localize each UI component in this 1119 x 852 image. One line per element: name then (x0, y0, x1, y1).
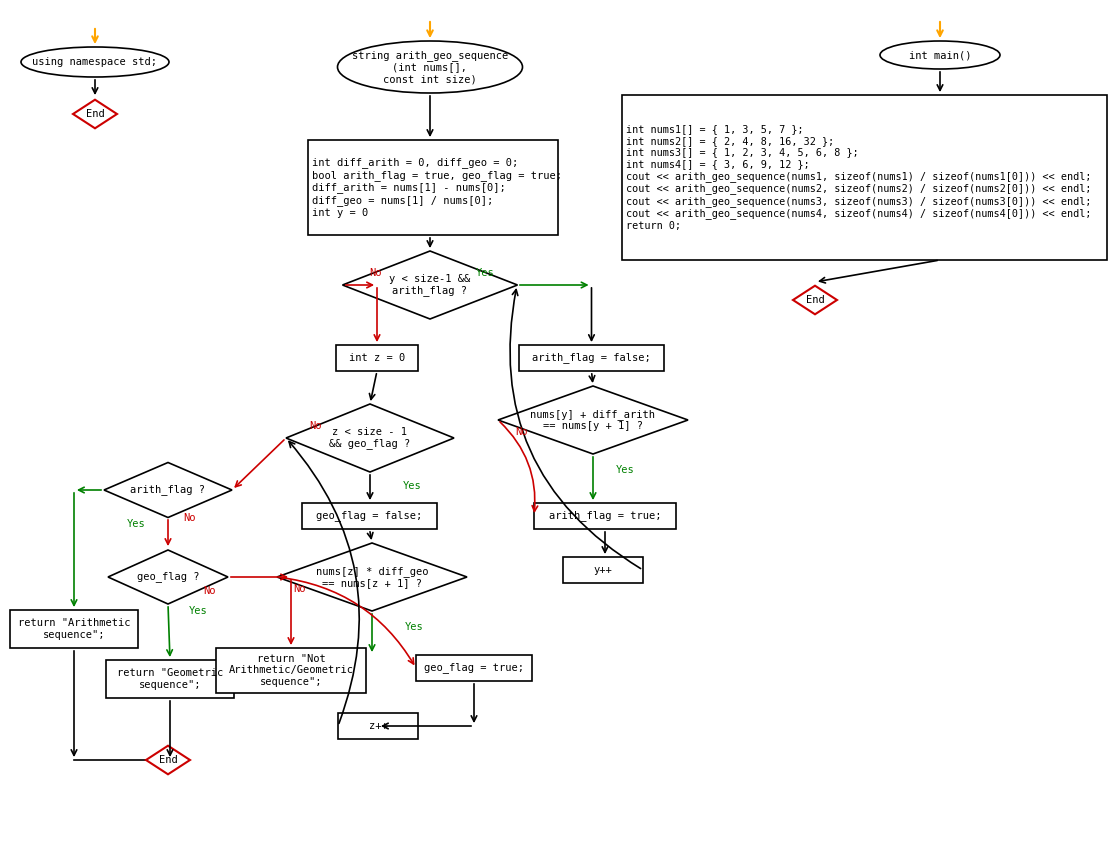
Text: geo_flag = false;: geo_flag = false; (317, 510, 423, 521)
Bar (106, 660, 234, 698)
Text: No: No (515, 427, 527, 437)
Polygon shape (109, 550, 228, 604)
Bar (338, 713, 419, 739)
Text: arith_flag = true;: arith_flag = true; (548, 510, 661, 521)
Text: nums[y] + diff_arith
== nums[y + 1] ?: nums[y] + diff_arith == nums[y + 1] ? (530, 409, 656, 431)
Text: geo_flag ?: geo_flag ? (137, 572, 199, 583)
Bar (416, 655, 532, 681)
Polygon shape (278, 543, 467, 611)
Text: y < size-1 &&
arith_flag ?: y < size-1 && arith_flag ? (389, 273, 471, 296)
Text: int diff_arith = 0, diff_geo = 0;
bool arith_flag = true, geo_flag = true;
diff_: int diff_arith = 0, diff_geo = 0; bool a… (312, 158, 562, 217)
Text: No: No (204, 586, 216, 596)
Bar (308, 140, 558, 235)
Ellipse shape (338, 41, 523, 93)
Text: return "Arithmetic
sequence";: return "Arithmetic sequence"; (18, 619, 130, 640)
Text: No: No (184, 513, 196, 523)
Text: End: End (86, 109, 104, 119)
Text: arith_flag = false;: arith_flag = false; (533, 353, 651, 364)
Text: Yes: Yes (615, 465, 634, 475)
Text: return "Geometric
sequence";: return "Geometric sequence"; (116, 668, 223, 690)
Text: z++: z++ (368, 721, 387, 731)
Text: return "Not
Arithmetic/Geometric
sequence";: return "Not Arithmetic/Geometric sequenc… (228, 653, 354, 687)
Text: y++: y++ (593, 565, 612, 575)
Text: string arith_geo_sequence
(int nums[],
const int size): string arith_geo_sequence (int nums[], c… (351, 50, 508, 84)
Bar (336, 345, 419, 371)
Bar (216, 648, 366, 693)
Bar (302, 503, 438, 529)
Text: Yes: Yes (403, 481, 422, 491)
Bar (519, 345, 664, 371)
Text: using namespace std;: using namespace std; (32, 57, 158, 67)
Text: No: No (369, 268, 382, 278)
Text: No: No (310, 421, 322, 431)
Polygon shape (793, 285, 837, 314)
Bar (10, 610, 138, 648)
Text: Yes: Yes (405, 622, 423, 632)
Text: End: End (159, 755, 178, 765)
Bar (534, 503, 676, 529)
Text: int main(): int main() (909, 50, 971, 60)
Text: End: End (806, 295, 825, 305)
Polygon shape (498, 386, 688, 454)
Text: nums[z] * diff_geo
== nums[z + 1] ?: nums[z] * diff_geo == nums[z + 1] ? (316, 566, 429, 588)
Text: int nums1[] = { 1, 3, 5, 7 };
int nums2[] = { 2, 4, 8, 16, 32 };
int nums3[] = {: int nums1[] = { 1, 3, 5, 7 }; int nums2[… (626, 124, 1091, 231)
Polygon shape (342, 251, 517, 319)
Ellipse shape (880, 41, 1000, 69)
Text: arith_flag ?: arith_flag ? (131, 485, 206, 496)
Polygon shape (145, 746, 190, 774)
Text: Yes: Yes (476, 268, 495, 278)
Polygon shape (104, 463, 232, 517)
Text: z < size - 1
&& geo_flag ?: z < size - 1 && geo_flag ? (329, 427, 411, 449)
Bar (563, 557, 643, 583)
Text: No: No (294, 584, 307, 594)
Polygon shape (286, 404, 454, 472)
Ellipse shape (21, 47, 169, 77)
Text: Yes: Yes (126, 519, 145, 529)
Polygon shape (73, 100, 117, 129)
Text: int z = 0: int z = 0 (349, 353, 405, 363)
Text: geo_flag = true;: geo_flag = true; (424, 663, 524, 673)
Bar (622, 95, 1107, 260)
Text: Yes: Yes (189, 606, 207, 616)
